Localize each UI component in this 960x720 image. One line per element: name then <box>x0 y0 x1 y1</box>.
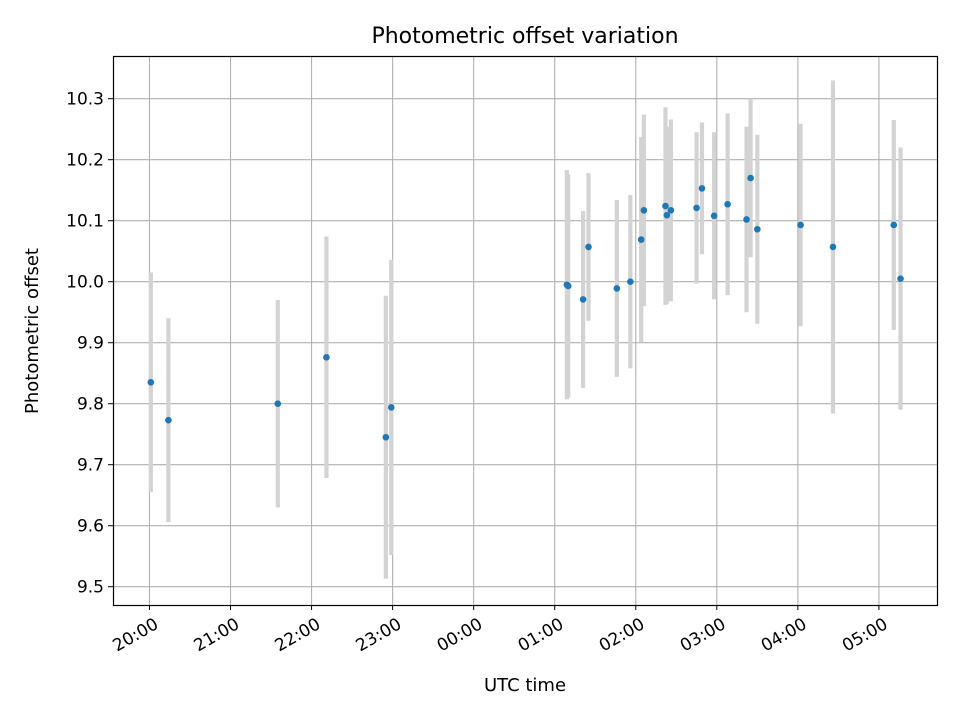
data-point <box>662 202 669 210</box>
data-point <box>743 216 750 223</box>
chart-title: Photometric offset variation <box>371 24 678 49</box>
data-point <box>585 243 592 251</box>
plot-frame <box>112 55 939 607</box>
data-point <box>613 285 621 292</box>
data-point <box>693 204 700 212</box>
data-point <box>387 404 395 411</box>
data-point <box>698 185 706 192</box>
y-axis: 9.5 9.6 9.7 9.8 9.9 10.0 10.1 10.2 10.3 <box>66 90 113 598</box>
y-tick-label: 10.2 <box>66 151 104 171</box>
y-tick-label: 10.1 <box>66 212 104 232</box>
data-point <box>579 296 587 303</box>
data-point <box>897 275 904 282</box>
y-tick-label: 10.3 <box>66 90 104 110</box>
y-tick-label: 9.7 <box>77 456 104 476</box>
y-tick-label: 9.8 <box>77 395 104 415</box>
data-point <box>754 225 761 233</box>
data-point <box>274 400 282 408</box>
data-point <box>147 379 155 386</box>
y-axis-label: Photometric offset <box>22 248 43 414</box>
y-tick-label: 9.9 <box>77 334 104 354</box>
y-tick-label: 9.6 <box>77 517 104 537</box>
data-point <box>667 207 675 214</box>
data-point <box>797 221 804 229</box>
data-point <box>382 433 390 441</box>
data-point <box>627 278 634 286</box>
data-point <box>724 200 731 208</box>
y-tick-label: 10.0 <box>66 273 104 293</box>
x-axis-label: UTC time <box>484 675 566 696</box>
data-point <box>747 174 754 182</box>
data-point <box>637 236 645 243</box>
data-point <box>829 243 837 251</box>
y-tick-label: 9.5 <box>77 578 104 598</box>
data-point <box>165 416 172 424</box>
data-point <box>640 207 648 214</box>
data-points <box>147 174 904 441</box>
data-point <box>663 211 671 219</box>
grid <box>113 56 937 605</box>
data-point <box>710 212 718 220</box>
data-point <box>890 221 898 229</box>
data-point <box>564 282 572 290</box>
data-point <box>323 354 330 361</box>
